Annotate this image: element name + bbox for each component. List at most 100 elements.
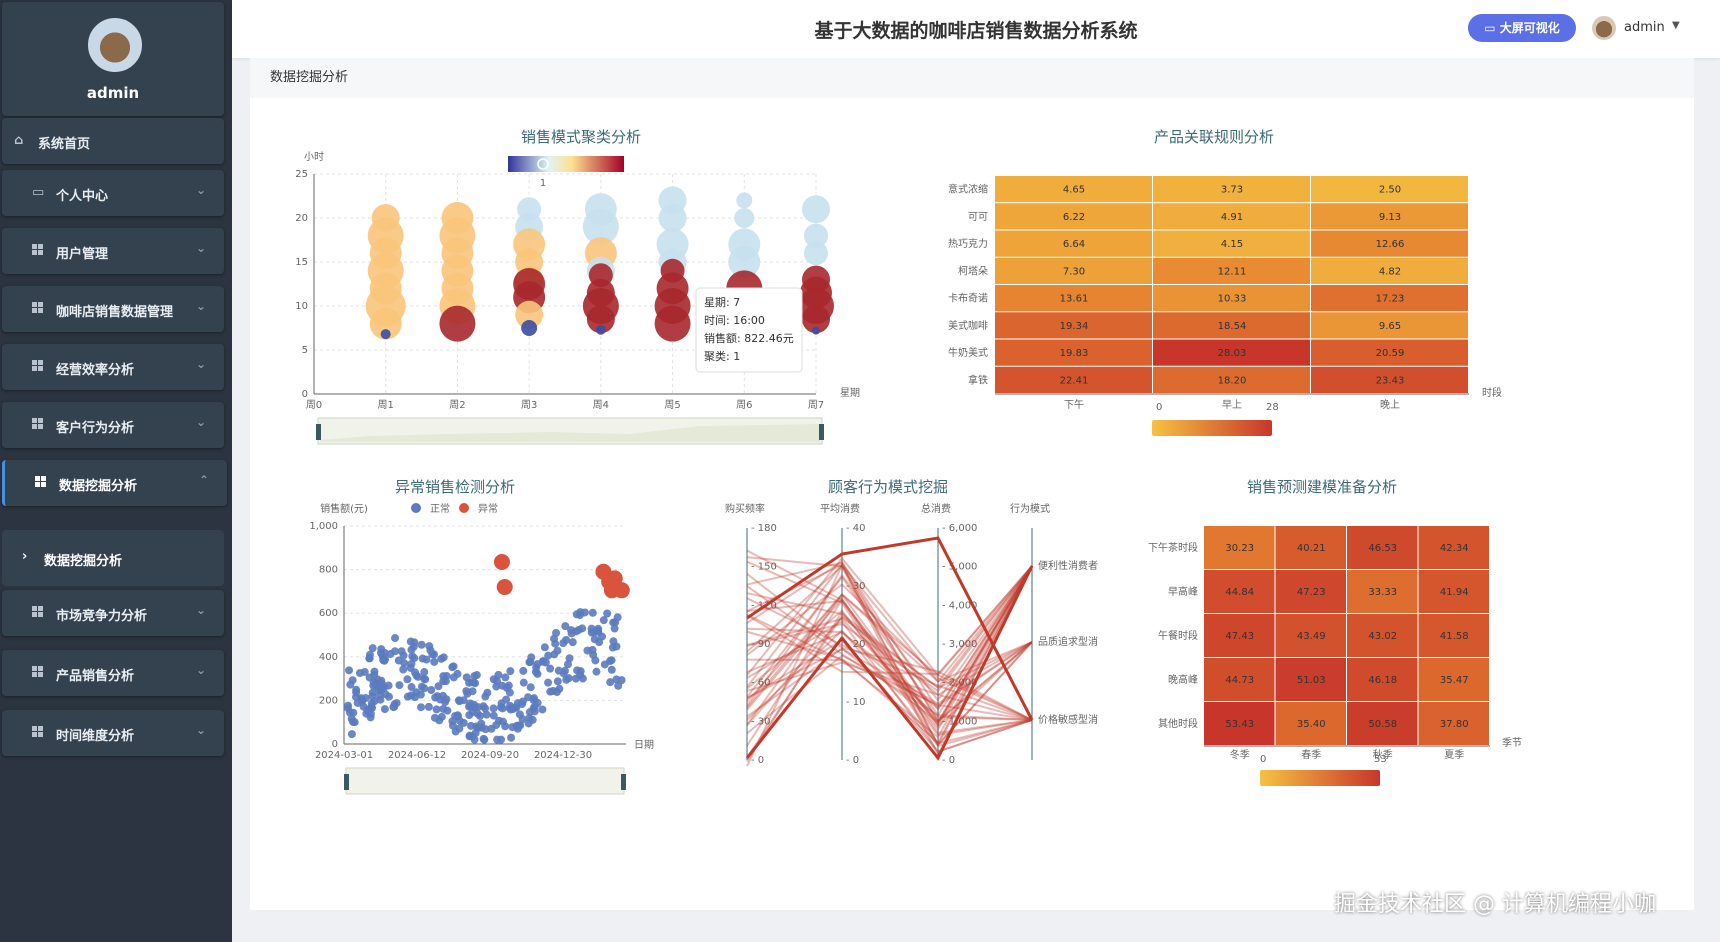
normal-point[interactable] [410,693,419,702]
normal-point[interactable] [453,712,462,721]
heat-cell[interactable] [995,176,1152,203]
parallel-line[interactable] [746,562,1033,747]
sidebar-item-user-management[interactable]: 用户管理 ⌄ [2,228,224,274]
normal-point[interactable] [443,706,452,715]
heat-cell[interactable] [995,230,1152,257]
parallel-line[interactable] [746,536,1034,721]
sidebar-item-market[interactable]: 市场竞争力分析 ⌄ [2,590,224,636]
normal-point[interactable] [502,695,511,704]
normal-point[interactable] [395,681,404,690]
normal-point[interactable] [605,657,614,666]
parallel-line[interactable] [746,556,1033,721]
normal-point[interactable] [368,688,377,697]
heat-cell[interactable] [1418,570,1490,613]
normal-point[interactable] [599,616,608,625]
normal-point[interactable] [407,683,416,692]
legend-normal-swatch[interactable] [411,503,421,513]
normal-point[interactable] [462,673,471,682]
normal-point[interactable] [496,703,505,712]
normal-point[interactable] [544,678,553,687]
parallel-line[interactable] [746,620,1033,753]
parallel-line[interactable] [746,583,1033,721]
normal-point[interactable] [528,715,537,724]
normal-point[interactable] [420,674,429,683]
normal-point[interactable] [400,659,409,668]
normal-point[interactable] [448,663,457,672]
normal-point[interactable] [429,650,438,659]
normal-point[interactable] [453,669,462,678]
heat-cell[interactable] [1153,203,1310,230]
parallel-line[interactable] [746,573,1033,721]
normal-point[interactable] [610,624,619,633]
anomaly-point[interactable] [496,579,513,596]
heat-cell[interactable] [1153,366,1310,393]
parallel-line[interactable] [746,564,1033,723]
normal-point[interactable] [391,634,400,643]
normal-point[interactable] [575,611,584,620]
parallel-line[interactable] [746,641,1033,735]
heat-cell[interactable] [1418,702,1490,745]
normal-point[interactable] [519,666,528,675]
normal-point[interactable] [418,654,427,663]
sidebar-item-data-mining[interactable]: 数据挖掘分析 ⌃ [2,460,227,506]
normal-point[interactable] [355,669,364,678]
heat-legend[interactable] [1260,770,1380,786]
heat-cell[interactable] [1153,257,1310,284]
normal-point[interactable] [380,649,389,658]
normal-point[interactable] [471,679,480,688]
normal-point[interactable] [417,703,426,712]
heat-cell[interactable] [1347,614,1418,657]
heat-cell[interactable] [1311,257,1468,284]
heat-cell[interactable] [1418,526,1490,569]
normal-point[interactable] [603,609,612,618]
parallel-line[interactable] [746,565,1033,726]
normal-point[interactable] [410,654,419,663]
normal-point[interactable] [518,715,527,724]
normal-point[interactable] [519,678,528,687]
normal-point[interactable] [439,653,448,662]
normal-point[interactable] [489,675,498,684]
normal-point[interactable] [427,686,436,695]
data-zoom-handle-right[interactable] [621,774,626,790]
parallel-line[interactable] [746,565,1033,710]
normal-point[interactable] [377,686,386,695]
normal-point[interactable] [349,717,358,726]
cluster-point[interactable] [582,208,619,245]
normal-point[interactable] [532,663,541,672]
normal-point[interactable] [434,682,443,691]
normal-point[interactable] [459,718,468,727]
sidebar-item-personal-center[interactable]: ▭ 个人中心 ⌄ [2,170,224,216]
normal-point[interactable] [432,705,441,714]
parallel-line[interactable] [746,585,1033,721]
normal-point[interactable] [588,608,597,617]
normal-point[interactable] [554,666,563,675]
normal-point[interactable] [448,717,457,726]
heat-cell[interactable] [1153,312,1310,339]
normal-point[interactable] [587,628,596,637]
cluster-point[interactable] [515,300,544,329]
normal-point[interactable] [574,626,583,635]
normal-point[interactable] [559,639,568,648]
normal-point[interactable] [352,688,361,697]
normal-point[interactable] [614,681,623,690]
parallel-line[interactable] [746,565,1033,745]
heat-cell[interactable] [1311,312,1468,339]
normal-point[interactable] [538,657,547,666]
heat-cell[interactable] [1311,203,1468,230]
cluster-point[interactable] [380,329,391,340]
heat-cell[interactable] [995,312,1152,339]
normal-point[interactable] [365,654,374,663]
normal-point[interactable] [526,683,535,692]
cluster-point[interactable] [521,320,538,336]
parallel-line[interactable] [746,565,1033,718]
normal-point[interactable] [612,675,621,684]
normal-point[interactable] [563,660,572,669]
normal-point[interactable] [589,650,598,659]
normal-point[interactable] [466,699,475,708]
normal-point[interactable] [479,734,488,743]
normal-point[interactable] [474,703,483,712]
normal-point[interactable] [613,613,622,622]
normal-point[interactable] [530,707,539,716]
parallel-line[interactable] [746,661,1033,721]
normal-point[interactable] [498,717,507,726]
